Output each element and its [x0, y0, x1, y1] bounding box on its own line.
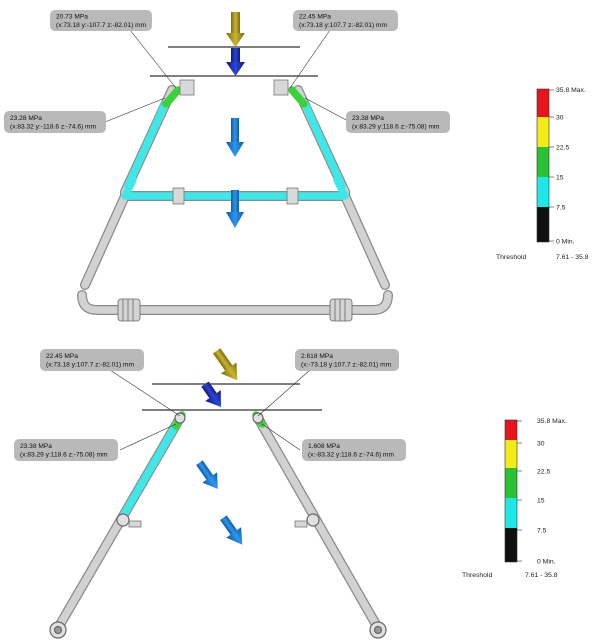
- tabs: [128, 520, 308, 528]
- svg-text:23.38 MPa: 23.38 MPa: [20, 443, 52, 450]
- brackets: [172, 79, 299, 205]
- legend-label: 30: [537, 441, 545, 448]
- legend-label: 35.8 Max.: [556, 87, 586, 94]
- end-fittings: [49, 412, 387, 639]
- callout-box: 23.38 MPa (x:83.29 y:118.6 z:-75.08) mm: [346, 111, 450, 133]
- svg-text:1.608 MPa: 1.608 MPa: [308, 443, 340, 450]
- svg-text:(x:83.29 y:118.6 z:-75.08) mm: (x:83.29 y:118.6 z:-75.08) mm: [20, 452, 108, 459]
- bottom-view: [49, 348, 387, 639]
- legend-label: 15: [556, 175, 564, 182]
- legend-label: 15: [537, 498, 545, 505]
- callouts: 20.73 MPa (x:73.18 y:-107.7 z:-82.01) mm…: [4, 10, 450, 461]
- load-arrow-navy-top: [226, 48, 245, 76]
- svg-text:22.45 MPa: 22.45 MPa: [46, 353, 78, 360]
- leader-lines: [104, 29, 351, 123]
- load-arrow-gold-top: [226, 12, 245, 47]
- gravity-arrow-bottom-2: [220, 515, 243, 545]
- callout-box: 22.45 MPa (x:73.18 y:107.7 z:-82.01) mm: [293, 10, 398, 31]
- color-legend-bottom: 35.8 Max. 30 22.5 15 7.5 0 Min. Threshol…: [462, 418, 567, 579]
- gravity-arrow-bottom-1: [196, 460, 218, 489]
- legend-label: 30: [556, 115, 564, 122]
- threshold-label: Threshold: [462, 572, 492, 579]
- svg-text:23.38 MPa: 23.38 MPa: [352, 115, 384, 122]
- leader-lines-2: [109, 369, 311, 451]
- legend-label: 7.5: [537, 528, 547, 535]
- threshold-range: 7.61 - 35.8: [525, 572, 558, 579]
- svg-text:(x:83.29 y:118.6 z:-75.08) mm: (x:83.29 y:118.6 z:-75.08) mm: [352, 124, 440, 131]
- svg-text:(x:-83.32 y:118.6 z:-74.6) mm: (x:-83.32 y:118.6 z:-74.6) mm: [308, 452, 395, 459]
- callout-box: 23.28 MPa (x:83.32 y:-118.6 z:-74.6) mm: [4, 111, 106, 133]
- legend-label: 0 Min.: [556, 239, 575, 246]
- legend-label: 35.8 Max.: [537, 418, 567, 425]
- load-arrow-gold-bottom: [212, 348, 238, 381]
- legend-label: 7.5: [556, 205, 566, 212]
- callout-box: 20.73 MPa (x:73.18 y:-107.7 z:-82.01) mm: [50, 10, 152, 31]
- callout-box: 2.618 MPa (x:-73.18 y:107.7 z:-82.01) mm: [295, 349, 399, 371]
- threshold-range: 7.61 - 35.8: [556, 254, 589, 261]
- color-legend-top: 35.8 Max. 30 22.5 15 7.5 0 Min. Threshol…: [496, 87, 589, 261]
- gravity-arrow-top-1: [226, 118, 244, 157]
- legend-label: 22.5: [537, 469, 550, 476]
- svg-text:(x:73.18 y:-107.7 z:-82.01) mm: (x:73.18 y:-107.7 z:-82.01) mm: [56, 22, 147, 29]
- legend-label: 0 Min.: [537, 559, 556, 566]
- gravity-arrow-top-2: [226, 190, 244, 228]
- load-arrow-navy-bottom: [201, 381, 222, 408]
- callout-box: 23.38 MPa (x:83.29 y:118.6 z:-75.08) mm: [14, 439, 118, 461]
- callout-box: 22.45 MPa (x:73.18 y:107.7 z:-82.01) mm: [40, 349, 144, 371]
- svg-text:(x:-73.18 y:107.7 z:-82.01) mm: (x:-73.18 y:107.7 z:-82.01) mm: [301, 362, 392, 369]
- top-view: [77, 12, 393, 322]
- svg-text:(x:83.32 y:-118.6 z:-74.6) mm: (x:83.32 y:-118.6 z:-74.6) mm: [10, 124, 97, 131]
- svg-text:20.73 MPa: 20.73 MPa: [56, 14, 88, 21]
- bellows: [117, 298, 353, 322]
- legend-label: 22.5: [556, 145, 569, 152]
- tube-frame: [77, 85, 393, 315]
- threshold-label: Threshold: [496, 254, 526, 261]
- svg-text:(x:73.18 y:107.7 z:-82.01) mm: (x:73.18 y:107.7 z:-82.01) mm: [299, 22, 387, 29]
- svg-text:2.618 MPa: 2.618 MPa: [301, 353, 333, 360]
- svg-text:23.28 MPa: 23.28 MPa: [10, 115, 42, 122]
- svg-text:22.45 MPa: 22.45 MPa: [299, 14, 331, 21]
- callout-box: 1.608 MPa (x:-83.32 y:118.6 z:-74.6) mm: [302, 439, 406, 461]
- svg-text:(x:73.18 y:107.7 z:-82.01) mm: (x:73.18 y:107.7 z:-82.01) mm: [46, 362, 134, 369]
